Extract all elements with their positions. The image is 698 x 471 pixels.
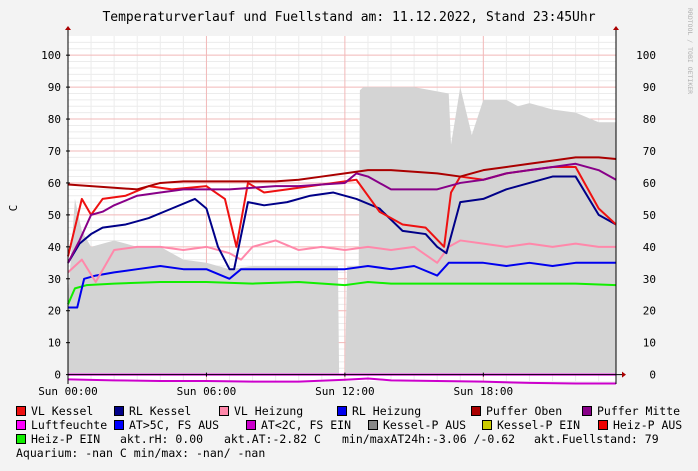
series-line-puffer-oben [67,156,617,191]
legend-luftfeuchte: Luftfeuchte [16,418,107,432]
series-line-puffer-mitte [67,162,617,264]
legend-vl-kessel: VL Kessel [16,404,93,418]
y-tick-label-right: 50 [643,209,656,222]
y-tick-label: 100 [41,49,61,62]
y-tick-label: 30 [48,273,61,286]
y-tick-label-right: 30 [643,273,656,286]
legend-swatch [471,406,481,416]
y-tick-label-right: 90 [643,81,656,94]
legend-label: AT>5C, FS AUS [129,418,220,432]
legend-swatch [114,420,124,430]
legend-swatch [482,420,492,430]
series-lines [67,156,617,385]
legend-vl-heizung: VL Heizung [219,404,303,418]
y-tick-label: 80 [48,113,61,126]
legend-heiz-p-aus: Heiz-P AUS [598,418,682,432]
y-tick-label: 20 [48,305,61,318]
fuellstand-area-shape [68,87,616,375]
y-tick-label-right: 80 [643,113,656,126]
info-rh: akt.rH: 0.00 [120,432,204,446]
legend-label: VL Kessel [31,404,94,418]
y-tick-label: 40 [48,241,61,254]
legend-puffer-oben: Puffer Oben [471,404,562,418]
legend-label: Puffer Oben [486,404,563,418]
y-tick-label-right: 0 [649,369,656,382]
legend-label: Heiz-P AUS [613,418,683,432]
legend-swatch [16,434,26,444]
legend-swatch [337,406,347,416]
legend-label: Kessel-P AUS [383,418,467,432]
legend-label: RL Heizung [352,404,422,418]
y-tick-label: 0 [54,369,61,382]
legend-swatch [16,406,26,416]
series-line-rl-heizung [68,261,616,309]
y-axis-right-arrow [613,26,619,30]
legend-rl-heizung: RL Heizung [337,404,421,418]
x-tick-label: Sun 12:00 [315,385,375,398]
legend-label: Luftfeuchte [31,418,108,432]
legend: VL Kessel RL Kessel VL Heizung RL Heizun… [16,404,696,460]
legend-swatch [368,420,378,430]
legend-swatch [246,420,256,430]
legend-swatch [114,406,124,416]
legend-label: VL Heizung [234,404,304,418]
legend-at-lt-2c: AT<2C, FS EIN [246,418,351,432]
legend-puffer-mitte: Puffer Mitte [582,404,680,418]
legend-kessel-p-ein: Kessel-P EIN [482,418,580,432]
y-tick-label-right: 100 [636,49,656,62]
y-tick-label: 50 [48,209,61,222]
legend-row-3: Heiz-P EIN akt.rH: 0.00 akt.AT:-2.82 C m… [16,432,696,446]
info-aquarium: Aquarium: -nan C min/max: -nan/ -nan [16,446,266,460]
legend-swatch [219,406,229,416]
x-tick-label: Sun 06:00 [177,385,237,398]
legend-at-gt-5c: AT>5C, FS AUS [114,418,219,432]
x-tick-label: Sun 00:00 [38,385,98,398]
series-line-heiz-p-ein [67,280,617,305]
chart-title: Temperaturverlauf und Fuellstand am: 11.… [102,10,595,25]
y-tick-label: 70 [48,145,61,158]
series-line-rl-kessel [67,175,617,271]
y-tick-label: 60 [48,177,61,190]
y-tick-label: 90 [48,81,61,94]
legend-swatch [582,406,592,416]
y-tick-label-right: 20 [643,305,656,318]
legend-swatch [16,420,26,430]
fuellstand-area [68,87,616,375]
y-tick-label-right: 40 [643,241,656,254]
y-tick-label-right: 70 [643,145,656,158]
info-at: akt.AT:-2.82 C [224,432,321,446]
legend-label: AT<2C, FS EIN [261,418,352,432]
series-line-vl-heizung [67,239,616,283]
tick-labels: 0 0 10 10 20 20 30 30 40 40 50 50 60 60 70 70 80 80 90 90 10… [38,49,656,398]
info-fuellstand: akt.Fuellstand: 79 [534,432,659,446]
legend-label: Heiz-P EIN [31,432,101,446]
legend-row-1: VL Kessel RL Kessel VL Heizung RL Heizun… [16,404,696,418]
y-axis-label: C [7,205,20,212]
legend-label: RL Kessel [129,404,192,418]
chart-canvas: 0 0 10 10 20 20 30 30 40 40 50 50 60 60 70 70 80 80 90 90 10… [7,8,694,398]
series-line-at-2c-fs-ein [67,377,616,385]
legend-swatch [598,420,608,430]
x-axis-arrow [622,371,626,378]
y-tick-label-right: 10 [643,337,656,350]
y-axis-arrow [65,26,71,30]
legend-label: Kessel-P EIN [497,418,581,432]
x-tick-label: Sun 18:00 [454,385,514,398]
watermark: RRDTOOL / TOBI OETIKER [686,8,694,94]
legend-rl-kessel: RL Kessel [114,404,191,418]
legend-row-4: Aquarium: -nan C min/max: -nan/ -nan [16,446,696,460]
legend-heiz-p-ein: Heiz-P EIN [16,432,100,446]
y-tick-label: 10 [48,337,61,350]
legend-kessel-p-aus: Kessel-P AUS [368,418,466,432]
y-tick-label-right: 60 [643,177,656,190]
info-minmax: min/maxAT24h:-3.06 /-0.62 [342,432,516,446]
legend-label: Puffer Mitte [597,404,681,418]
legend-row-2: Luftfeuchte AT>5C, FS AUS AT<2C, FS EIN … [16,418,696,432]
